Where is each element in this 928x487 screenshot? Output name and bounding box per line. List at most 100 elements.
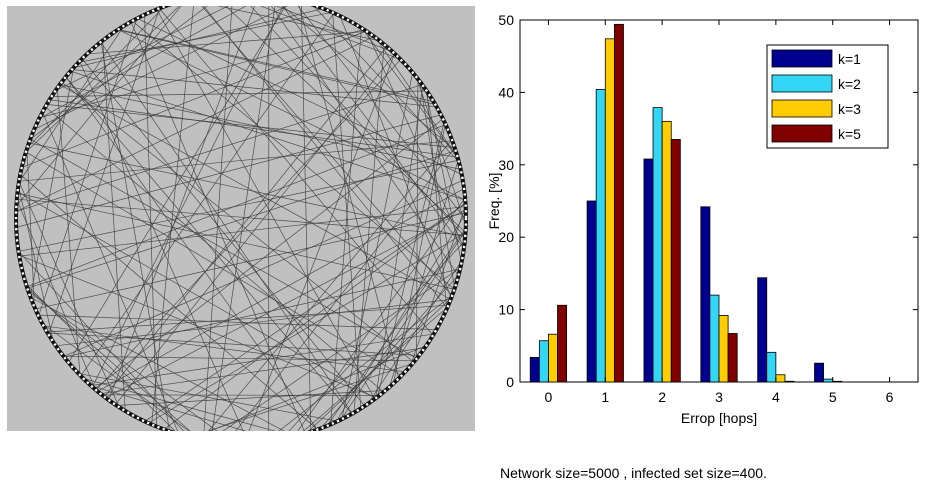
graph-edge: [138, 18, 461, 175]
graph-edge: [102, 41, 126, 410]
graph-edge: [28, 288, 191, 431]
graph-edge: [79, 373, 336, 422]
graph-edge: [27, 124, 445, 287]
graph-edge: [151, 6, 194, 424]
graph-edge: [39, 314, 436, 330]
graph-edge: [48, 9, 160, 334]
graph-edge: [203, 6, 233, 431]
graph-edge: [68, 6, 286, 362]
graph-edge: [57, 6, 229, 91]
bar-k3-5: [832, 380, 843, 383]
x-tick-label: 4: [772, 389, 780, 405]
bar-k3-1: [604, 38, 615, 383]
legend-label-k5: k=5: [838, 126, 861, 142]
graph-edge: [207, 363, 411, 431]
graph-edge: [119, 29, 465, 200]
graph-edge: [375, 86, 424, 397]
graph-edge: [16, 84, 422, 212]
graph-edge: [327, 229, 465, 425]
bar-k5-1: [613, 23, 624, 383]
graph-edge: [28, 7, 164, 147]
bar-k5-4: [784, 380, 795, 383]
caption-text: Network size=5000 , infected set size=40…: [500, 465, 767, 481]
graph-edge: [31, 6, 208, 139]
bar-k2-3: [709, 294, 720, 383]
graph-edge: [203, 6, 447, 308]
network-graph-panel: [7, 6, 475, 431]
graph-edge: [164, 203, 465, 429]
graph-edge: [56, 299, 450, 347]
graph-edge: [40, 6, 247, 119]
y-axis-ticks: 0 10 20 30 40 50: [498, 12, 918, 390]
legend-swatch-k2: [771, 74, 833, 93]
graph-edge: [17, 6, 182, 206]
legend-swatch-k5: [771, 124, 833, 143]
graph-edge: [20, 174, 318, 430]
graph-edge: [235, 148, 455, 431]
graph-edge: [367, 32, 464, 247]
graph-edge: [259, 6, 399, 59]
graph-edge: [75, 8, 322, 68]
bar-k3-4: [775, 374, 786, 383]
graph-edge: [66, 77, 318, 430]
graph-edge: [145, 203, 465, 421]
bar-k1-4: [757, 277, 768, 383]
y-axis-label: Freq. [%]: [486, 173, 502, 230]
graph-edge: [308, 299, 450, 431]
graph-edge: [321, 275, 458, 428]
graph-edge: [416, 80, 419, 358]
graph-edge: [92, 6, 284, 387]
bar-k1-1: [586, 200, 597, 383]
graph-edge: [16, 36, 374, 212]
bar-k1-2: [643, 158, 654, 383]
graph-edge: [73, 69, 436, 108]
legend: k=1 k=2 k=3 k=5: [766, 44, 889, 149]
graph-edge: [19, 183, 119, 406]
graph-edge: [100, 42, 170, 431]
bar-k2-2: [652, 107, 663, 383]
graph-edge: [332, 13, 362, 408]
bar-k1-5: [814, 362, 825, 383]
bar-k1-0: [529, 356, 540, 383]
graph-edge: [131, 22, 305, 431]
bar-k3-2: [661, 120, 672, 383]
graph-edges: [16, 6, 466, 431]
graph-edge: [248, 54, 395, 431]
y-tick-label: 40: [498, 84, 514, 100]
x-axis-label: Errop [hops]: [681, 410, 757, 426]
graph-edge: [82, 59, 365, 406]
graph-edge: [93, 386, 247, 431]
graph-edge: [115, 54, 395, 405]
graph-edge: [377, 123, 445, 396]
y-tick-label: 50: [498, 12, 514, 28]
graph-edge: [18, 193, 454, 290]
x-tick-label: 6: [886, 389, 894, 405]
legend-label-k2: k=2: [838, 76, 861, 92]
graph-edge: [282, 6, 464, 248]
graph-edge: [85, 378, 276, 431]
bar-k2-4: [766, 351, 777, 383]
x-tick-label: 5: [829, 389, 837, 405]
graph-edge: [363, 30, 457, 157]
graph-edge: [275, 6, 391, 52]
graph-nodes: [14, 6, 468, 431]
y-tick-label: 0: [506, 374, 514, 390]
bar-k2-1: [595, 89, 606, 383]
graph-edge: [18, 191, 375, 399]
graph-edge: [81, 13, 334, 376]
graph-edge: [40, 29, 363, 118]
bar-k3-0: [548, 333, 558, 383]
bar-k3-3: [718, 314, 729, 383]
graph-edge: [88, 31, 366, 55]
graph-edge: [159, 8, 433, 335]
x-tick-label: 1: [601, 389, 609, 405]
x-tick-label: 0: [545, 389, 553, 405]
x-axis-ticks: 0 1 2 3 4 5 6: [545, 20, 894, 405]
graph-edge: [340, 17, 452, 297]
graph-edge: [30, 69, 74, 296]
graph-edge: [19, 27, 123, 181]
graph-edge: [225, 6, 465, 232]
graph-edge: [341, 231, 465, 418]
legend-label-k3: k=3: [838, 101, 861, 117]
graph-edge: [92, 333, 433, 386]
